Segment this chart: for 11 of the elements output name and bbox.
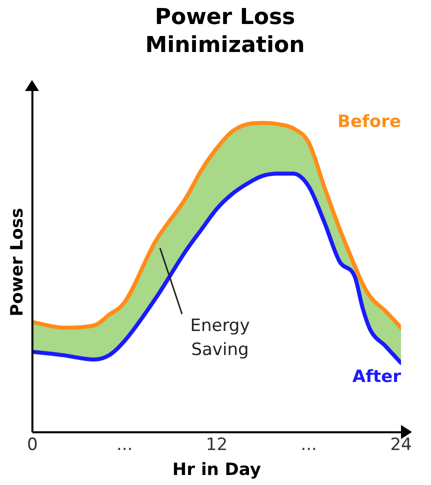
x-tick-label: ... xyxy=(300,434,317,455)
chart-title: Power Loss Minimization xyxy=(144,4,306,60)
x-tick-label: 12 xyxy=(206,434,228,455)
y-axis-title: Power Loss xyxy=(8,208,28,316)
series-label: After xyxy=(352,366,402,387)
x-tick-label: 0 xyxy=(26,434,38,455)
x-tick-label: 24 xyxy=(390,434,412,455)
series-label: Before xyxy=(338,112,401,132)
annotation: Energy Saving xyxy=(190,316,250,360)
x-axis-title: Hr in Day xyxy=(172,460,261,480)
x-tick-label: ... xyxy=(116,434,133,455)
